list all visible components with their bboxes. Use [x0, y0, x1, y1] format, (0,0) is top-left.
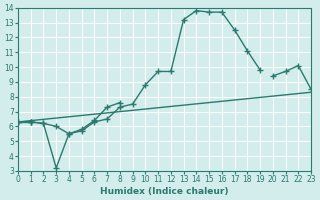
X-axis label: Humidex (Indice chaleur): Humidex (Indice chaleur) [100, 187, 229, 196]
